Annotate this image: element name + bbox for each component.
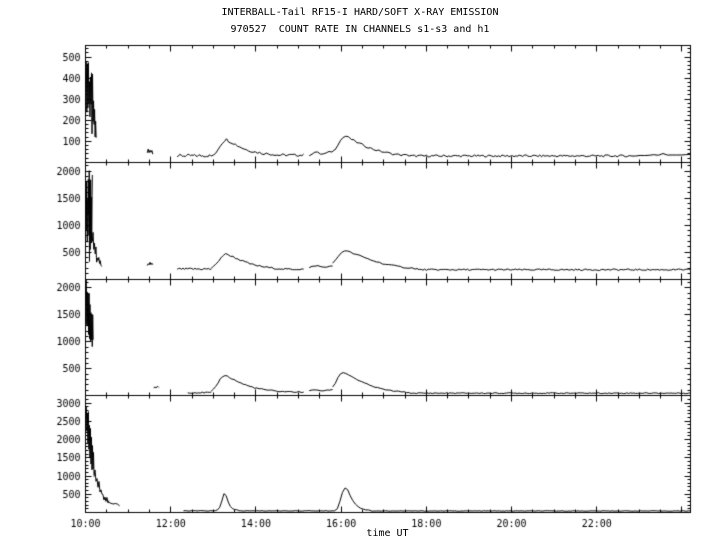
chart-subtitle: 970527 COUNT RATE IN CHANNELS s1-s3 and … (230, 24, 490, 35)
chart-title: INTERBALL-Tail RF15-I HARD/SOFT X-RAY EM… (221, 7, 499, 18)
x-axis-label: time UT (366, 528, 409, 539)
